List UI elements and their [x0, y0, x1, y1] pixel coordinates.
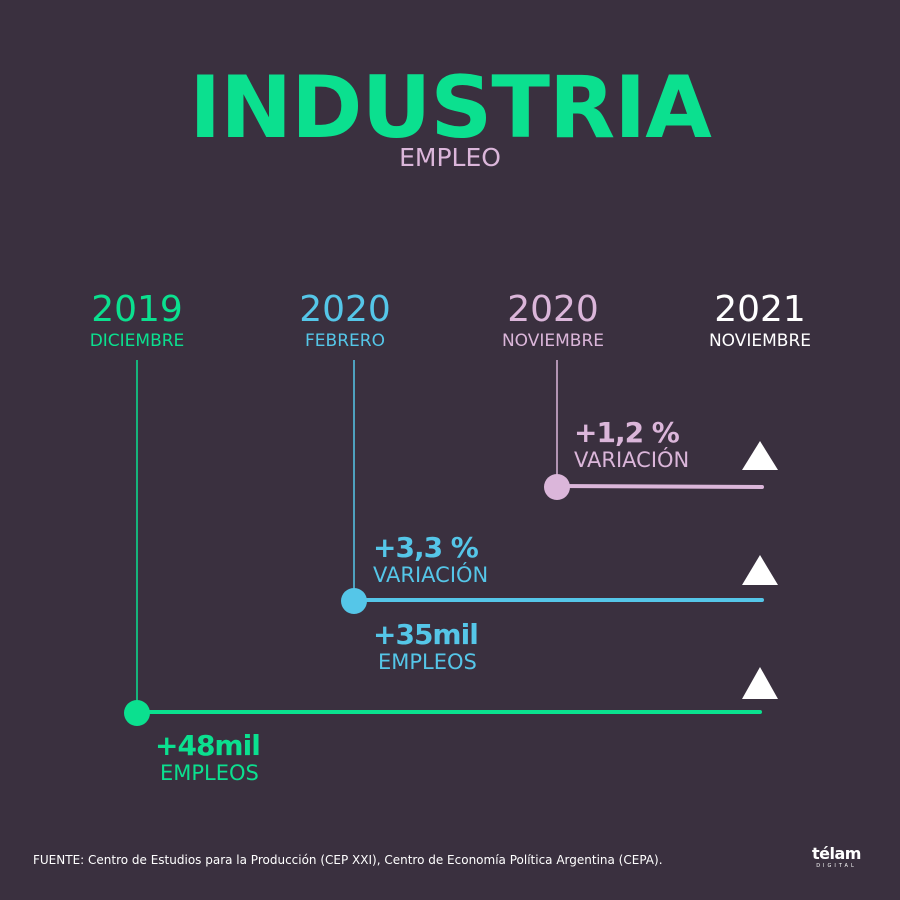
- variation-caption: VARIACIÓN: [373, 563, 489, 587]
- up-triangle-icon: [742, 667, 778, 699]
- page-subtitle: EMPLEO: [399, 143, 501, 172]
- pink-dot: [544, 474, 570, 500]
- period-2020-febrero: 2020 FEBRERO: [245, 290, 445, 352]
- period-month: DICIEMBRE: [89, 331, 185, 351]
- period-year: 2019: [91, 289, 183, 330]
- blue-dot: [341, 588, 367, 614]
- up-triangle-icon: [742, 441, 778, 470]
- jobs-value: +48mil: [155, 729, 261, 762]
- period-month: FEBRERO: [305, 331, 385, 351]
- up-triangle-icon: [742, 555, 778, 585]
- page-title: INDUSTRIA: [189, 58, 712, 158]
- variation-caption: VARIACIÓN: [574, 448, 690, 472]
- period-year: 2020: [507, 289, 599, 330]
- jobs-caption: EMPLEOS: [160, 761, 259, 785]
- telam-logo: télam DIGITAL: [812, 846, 861, 870]
- pink-variation-label: +1,2 % VARIACIÓN: [574, 416, 690, 473]
- blue-jobs-label: +35mil EMPLEOS: [373, 618, 479, 675]
- period-2021-noviembre: 2021 NOVIEMBRE: [660, 290, 860, 352]
- period-month: NOVIEMBRE: [708, 331, 812, 351]
- period-year: 2021: [714, 289, 806, 330]
- variation-value: +3,3 %: [373, 531, 479, 564]
- pink-horizontal-line: [555, 484, 764, 489]
- jobs-value: +35mil: [373, 618, 479, 651]
- green-jobs-label: +48mil EMPLEOS: [155, 729, 261, 786]
- period-year: 2020: [299, 289, 391, 330]
- variation-value: +1,2 %: [574, 416, 680, 449]
- jobs-caption: EMPLEOS: [378, 650, 477, 674]
- period-2019-diciembre: 2019 DICIEMBRE: [37, 290, 237, 352]
- green-dot: [124, 700, 150, 726]
- logo-sub: DIGITAL: [816, 863, 857, 869]
- logo-word: télam: [812, 844, 861, 863]
- source-note: FUENTE: Centro de Estudios para la Produ…: [33, 853, 663, 867]
- period-month: NOVIEMBRE: [501, 331, 605, 351]
- blue-variation-label: +3,3 % VARIACIÓN: [373, 531, 489, 588]
- period-2020-noviembre: 2020 NOVIEMBRE: [453, 290, 653, 352]
